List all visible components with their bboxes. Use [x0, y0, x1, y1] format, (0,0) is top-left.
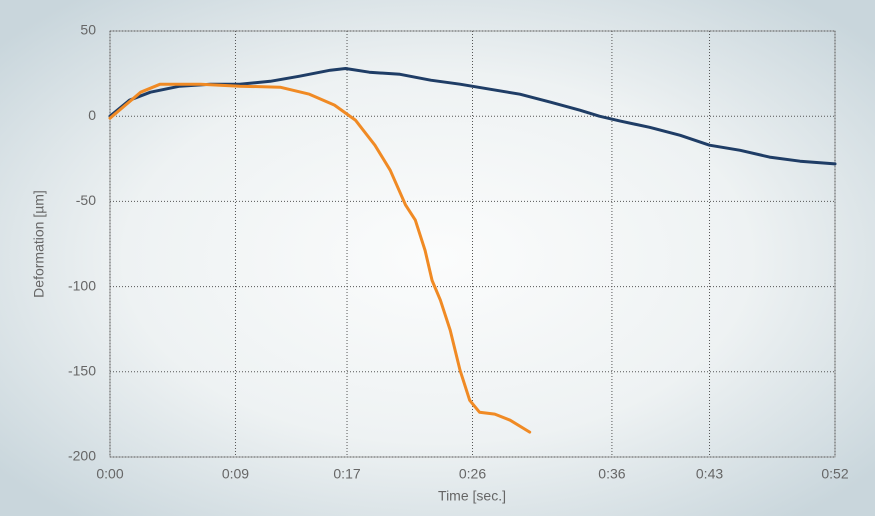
x-tick-label: 0:17 — [333, 466, 360, 482]
y-axis-label: Deformation [µm] — [31, 190, 47, 298]
y-tick-label: -200 — [68, 448, 96, 464]
y-tick-label: -50 — [76, 192, 96, 208]
y-tick-label: -100 — [68, 277, 96, 293]
x-tick-label: 0:00 — [96, 466, 123, 482]
x-tick-label: 0:36 — [598, 466, 625, 482]
data-line — [108, 82, 532, 434]
y-tick-label: 50 — [80, 22, 96, 38]
y-tick-label: 0 — [88, 107, 96, 123]
x-tick-label: 0:09 — [222, 466, 249, 482]
x-tick-label: 0:26 — [459, 466, 486, 482]
x-tick-label: 0:43 — [696, 466, 723, 482]
x-tick-label: 0:52 — [821, 466, 848, 482]
y-tick-label: -150 — [68, 363, 96, 379]
x-axis-label: Time [sec.] — [438, 488, 506, 504]
